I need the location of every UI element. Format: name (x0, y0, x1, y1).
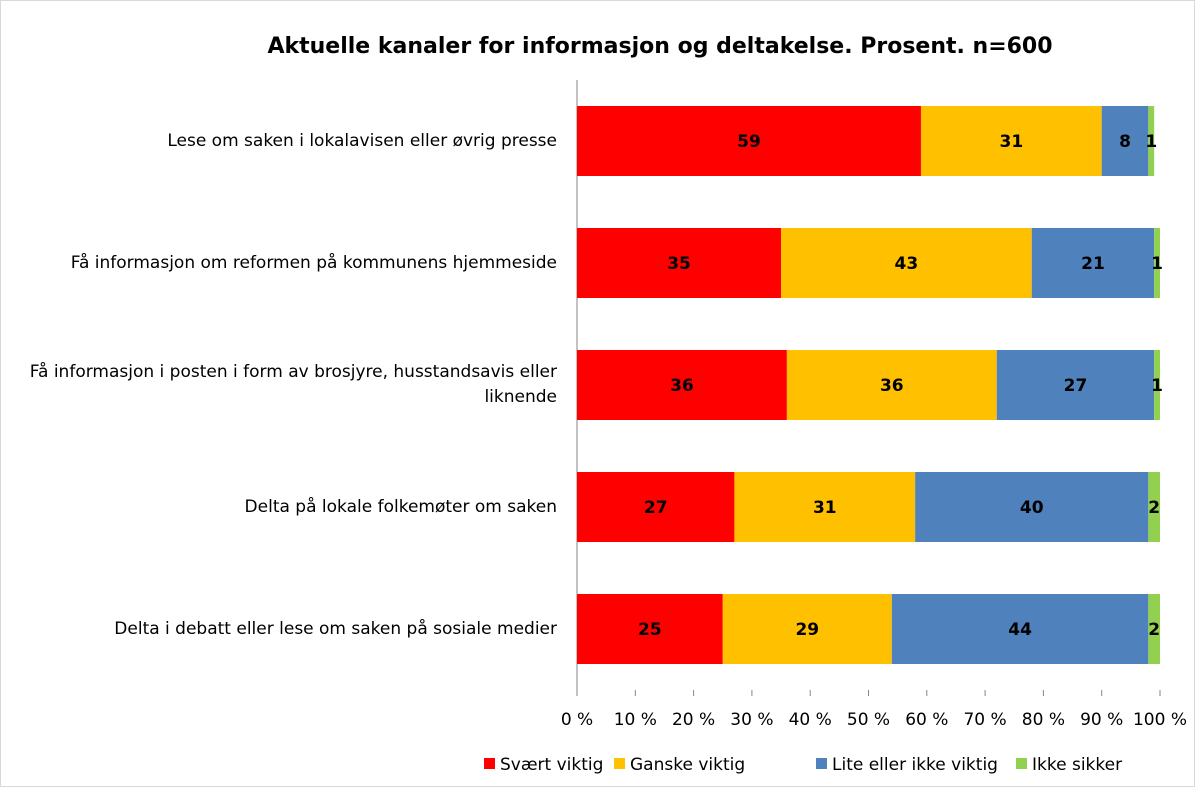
legend-swatch (614, 758, 625, 769)
data-label: 59 (737, 132, 761, 152)
bar-segment (722, 594, 892, 664)
category-label: Få informasjon om reformen på kommunens … (70, 252, 557, 273)
data-label: 44 (1008, 620, 1032, 640)
x-tick-label: 0 % (561, 710, 593, 730)
data-label: 1 (1151, 254, 1163, 274)
data-label: 29 (795, 620, 819, 640)
data-label: 36 (880, 376, 904, 396)
x-tick-label: 90 % (1080, 710, 1123, 730)
bar-segment (915, 472, 1149, 542)
data-label: 1 (1145, 132, 1157, 152)
x-tick-label: 70 % (963, 710, 1006, 730)
data-label: 43 (895, 254, 919, 274)
bar-segment (786, 350, 997, 420)
legend-swatch (816, 758, 827, 769)
legend-swatch (484, 758, 495, 769)
x-tick-label: 100 % (1133, 710, 1187, 730)
data-label: 35 (667, 254, 691, 274)
legend-swatch (1016, 758, 1027, 769)
data-label: 8 (1119, 132, 1131, 152)
legend-label: Ikke sikker (1032, 755, 1122, 775)
legend-label: Ganske viktig (630, 755, 745, 775)
data-label: 1 (1151, 376, 1163, 396)
bar-segment (1154, 228, 1160, 298)
data-label: 21 (1081, 254, 1105, 274)
data-label: 25 (638, 620, 662, 640)
data-label: 27 (644, 498, 668, 518)
bar-segment (891, 594, 1149, 664)
x-tick-label: 40 % (789, 710, 832, 730)
bar-segment (781, 228, 1032, 298)
category-label: Lese om saken i lokalavisen eller øvrig … (167, 130, 557, 151)
bar-segment (734, 472, 916, 542)
bar-segment (1148, 106, 1155, 176)
x-tick-label: 80 % (1022, 710, 1065, 730)
data-label: 2 (1148, 620, 1160, 640)
bar-segment (996, 350, 1155, 420)
bar-segment (1031, 228, 1155, 298)
bar-segment (577, 228, 782, 298)
bar-segment (577, 350, 787, 420)
data-label: 27 (1064, 376, 1088, 396)
category-label: Delta på lokale folkemøter om saken (244, 496, 557, 517)
data-label: 36 (670, 376, 694, 396)
x-tick-label: 50 % (847, 710, 890, 730)
data-label: 31 (999, 132, 1023, 152)
category-label: Få informasjon i posten i form av brosjy… (29, 362, 557, 407)
legend-label: Svært viktig (500, 755, 603, 775)
legend-label: Lite eller ikke viktig (832, 755, 998, 775)
bar-segment (1148, 594, 1160, 664)
bar-segment (1101, 106, 1149, 176)
bar-segment (1148, 472, 1160, 542)
data-label: 2 (1148, 498, 1160, 518)
x-tick-label: 30 % (730, 710, 773, 730)
data-label: 31 (813, 498, 837, 518)
bar-segment (920, 106, 1102, 176)
chart-title: Aktuelle kanaler for informasjon og delt… (267, 34, 1052, 59)
x-tick-label: 60 % (905, 710, 948, 730)
bar-segment (577, 594, 723, 664)
x-tick-label: 10 % (614, 710, 657, 730)
data-label: 40 (1020, 498, 1044, 518)
bar-segment (1154, 350, 1160, 420)
x-tick-label: 20 % (672, 710, 715, 730)
bar-segment (577, 106, 921, 176)
category-label: Delta i debatt eller lese om saken på so… (114, 618, 557, 639)
bar-segment (577, 472, 735, 542)
